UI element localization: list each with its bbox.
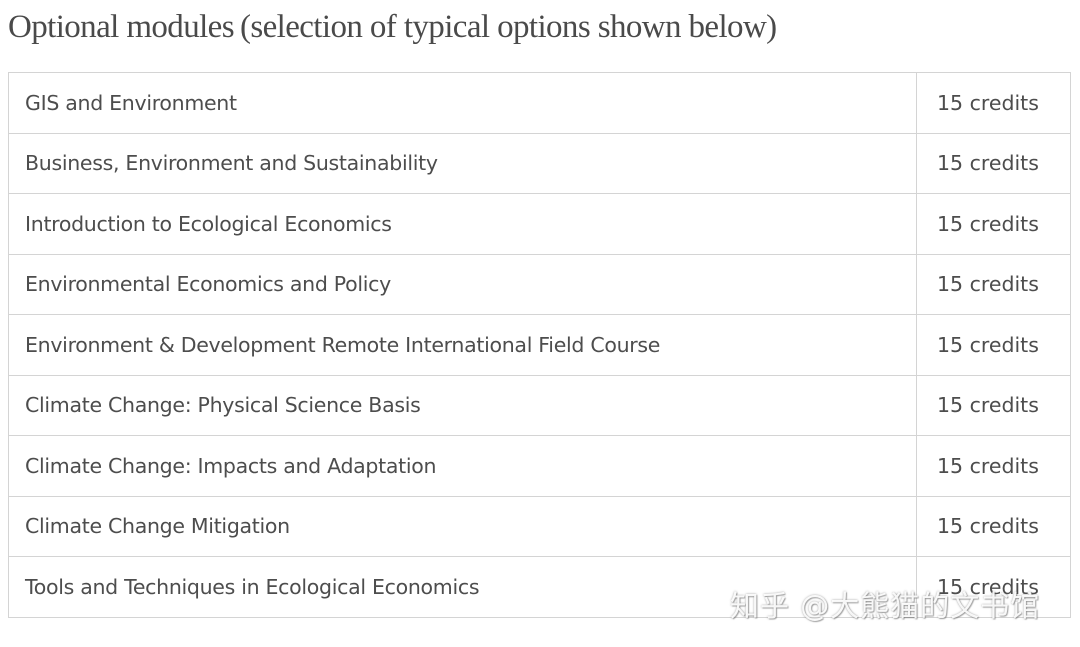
module-credits: 15 credits bbox=[916, 435, 1071, 497]
table-row: Business, Environment and Sustainability… bbox=[8, 132, 1071, 194]
module-name: Tools and Techniques in Ecological Econo… bbox=[8, 556, 917, 618]
module-credits: 15 credits bbox=[916, 132, 1071, 194]
module-credits: 15 credits bbox=[916, 556, 1071, 618]
module-name: GIS and Environment bbox=[8, 72, 917, 134]
module-credits: 15 credits bbox=[916, 253, 1071, 315]
module-credits: 15 credits bbox=[916, 72, 1071, 134]
page-title: Optional modules (selection of typical o… bbox=[8, 9, 777, 45]
module-name: Climate Change: Impacts and Adaptation bbox=[8, 435, 917, 497]
table-row: Environmental Economics and Policy 15 cr… bbox=[8, 253, 1071, 315]
table-row: Climate Change: Physical Science Basis 1… bbox=[8, 374, 1071, 436]
table-row: Environment & Development Remote Interna… bbox=[8, 314, 1071, 376]
table-row: GIS and Environment 15 credits bbox=[8, 72, 1071, 134]
module-name: Introduction to Ecological Economics bbox=[8, 193, 917, 255]
module-name: Climate Change: Physical Science Basis bbox=[8, 374, 917, 436]
table-row: Climate Change Mitigation 15 credits bbox=[8, 495, 1071, 557]
module-credits: 15 credits bbox=[916, 495, 1071, 557]
module-name: Environmental Economics and Policy bbox=[8, 253, 917, 315]
modules-table: GIS and Environment 15 credits Business,… bbox=[8, 72, 1071, 618]
module-name: Climate Change Mitigation bbox=[8, 495, 917, 557]
table-row: Introduction to Ecological Economics 15 … bbox=[8, 193, 1071, 255]
module-name: Environment & Development Remote Interna… bbox=[8, 314, 917, 376]
module-credits: 15 credits bbox=[916, 374, 1071, 436]
table-row: Tools and Techniques in Ecological Econo… bbox=[8, 556, 1071, 618]
module-name: Business, Environment and Sustainability bbox=[8, 132, 917, 194]
module-credits: 15 credits bbox=[916, 193, 1071, 255]
table-row: Climate Change: Impacts and Adaptation 1… bbox=[8, 435, 1071, 497]
module-credits: 15 credits bbox=[916, 314, 1071, 376]
